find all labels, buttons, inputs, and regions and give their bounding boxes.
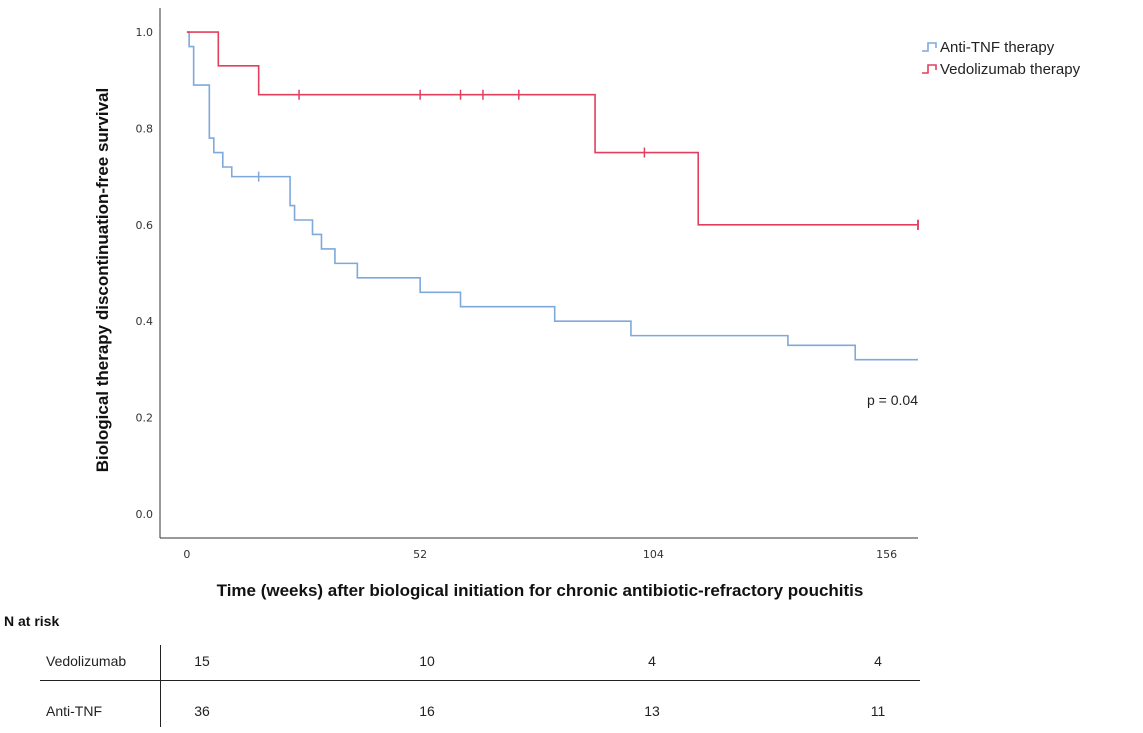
x-tick-label: 52 — [413, 548, 427, 561]
legend-swatch — [922, 64, 937, 74]
risk-table-title: N at risk — [4, 613, 60, 629]
y-tick-label: 0.0 — [136, 508, 154, 521]
p-value-annotation: p = 0.04 — [867, 392, 918, 408]
risk-table-vertical-divider — [160, 645, 161, 727]
risk-row-label-vedolizumab: Vedolizumab — [46, 653, 127, 669]
y-tick-label: 0.4 — [136, 315, 154, 328]
risk-cell: 13 — [644, 703, 660, 719]
legend: Anti-TNF therapy Vedolizumab therapy — [922, 39, 1081, 78]
legend-swatch — [922, 42, 937, 52]
series-line-anti-tnf-therapy — [186, 31, 918, 361]
y-tick-label: 0.2 — [136, 412, 154, 425]
y-tick-label: 1.0 — [136, 26, 154, 39]
x-tick-label: 0 — [183, 548, 190, 561]
risk-cell: 36 — [194, 703, 210, 719]
risk-cell: 4 — [874, 653, 882, 669]
risk-table-horizontal-divider — [40, 680, 920, 681]
risk-cell: 4 — [648, 653, 656, 669]
risk-cell: 16 — [419, 703, 435, 719]
legend-label: Vedolizumab therapy — [940, 61, 1081, 78]
y-axis-label: Biological therapy discontinuation-free … — [93, 88, 112, 472]
x-axis-label: Time (weeks) after biological initiation… — [216, 581, 864, 600]
y-tick-label: 0.8 — [136, 122, 154, 135]
x-tick-label: 104 — [643, 548, 664, 561]
y-tick-label: 0.6 — [136, 219, 154, 232]
km-chart: 0.0 0.2 0.4 0.6 0.8 1.0 0 52 104 156 Anti-TNF the… — [93, 8, 1081, 561]
x-tick-label: 156 — [876, 548, 897, 561]
tick-labels: 0.0 0.2 0.4 0.6 0.8 1.0 0 52 104 156 — [136, 26, 898, 561]
risk-cell: 15 — [194, 653, 210, 669]
risk-row-label-anti-tnf: Anti-TNF — [46, 703, 102, 719]
survival-lines — [186, 31, 919, 361]
series-line-vedolizumab-therapy — [186, 31, 918, 226]
risk-cell: 11 — [870, 703, 886, 719]
legend-label: Anti-TNF therapy — [940, 39, 1055, 56]
axes — [159, 8, 918, 539]
risk-cell: 10 — [419, 653, 435, 669]
